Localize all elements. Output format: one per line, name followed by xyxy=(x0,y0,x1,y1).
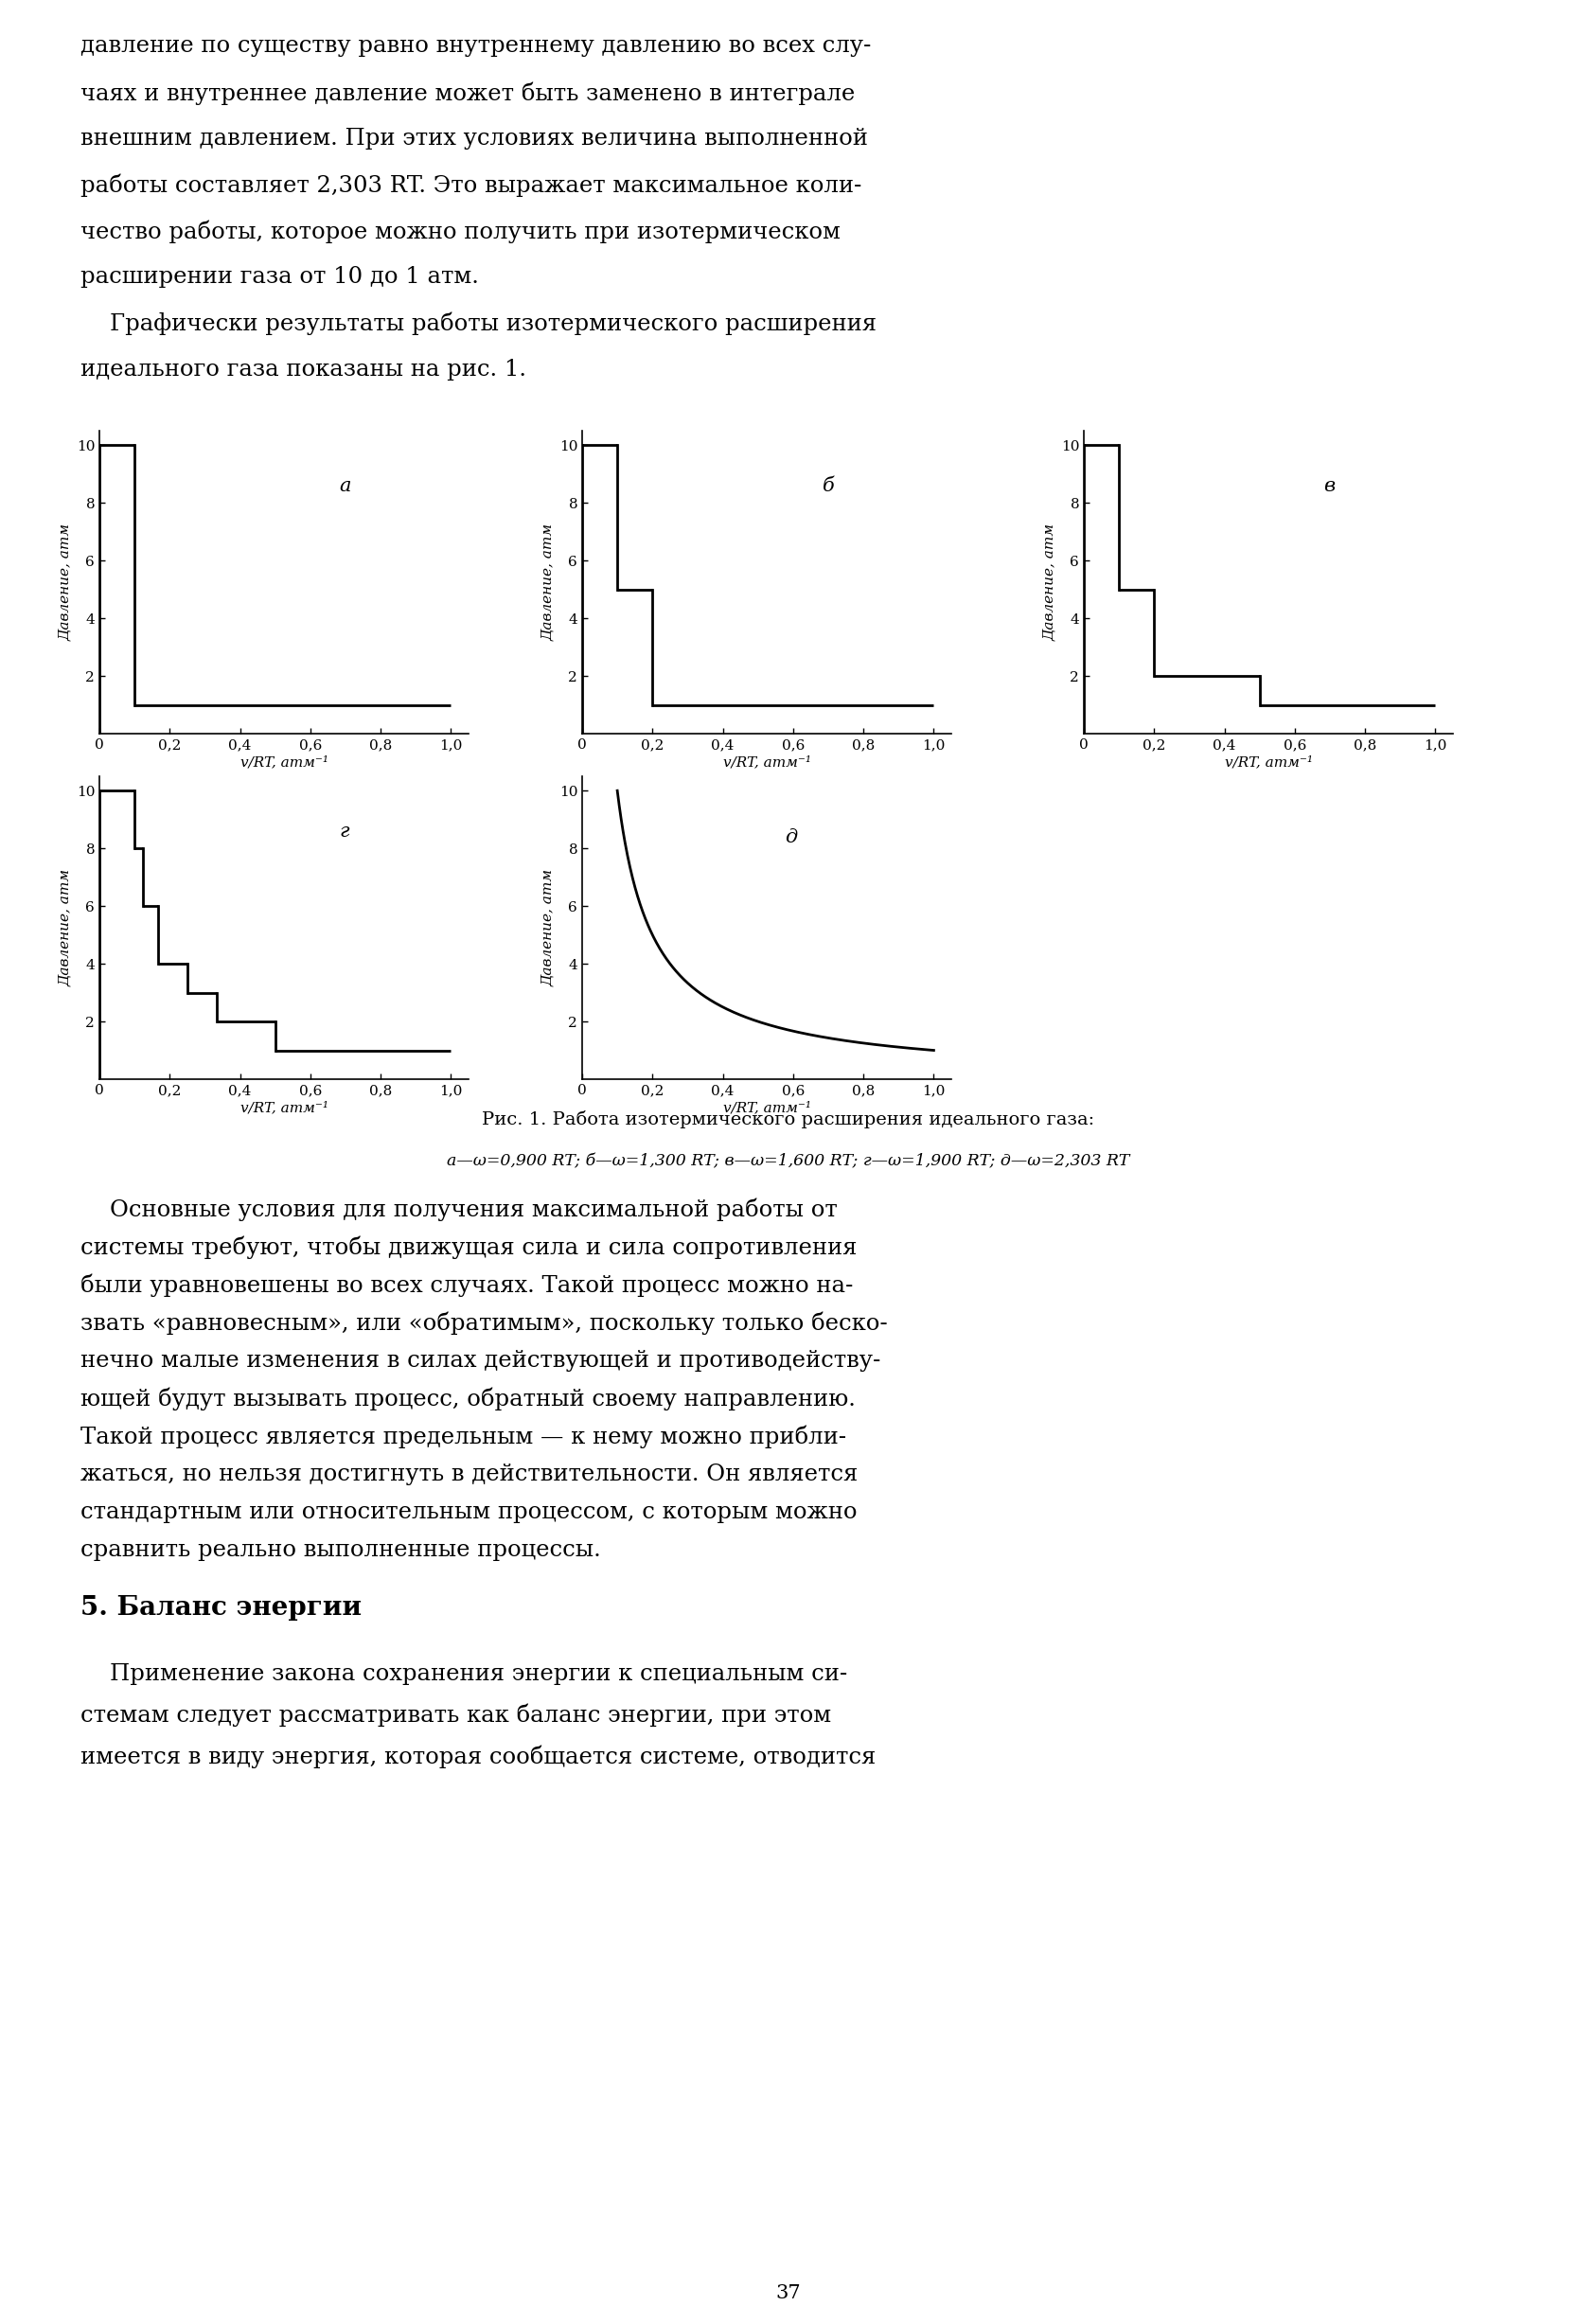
Text: Применение закона сохранения энергии к специальным си-: Применение закона сохранения энергии к с… xyxy=(80,1662,847,1685)
Text: чаях и внутреннее давление может быть заменено в интеграле: чаях и внутреннее давление может быть за… xyxy=(80,81,855,105)
Text: внешним давлением. При этих условиях величина выполненной: внешним давлением. При этих условиях вел… xyxy=(80,128,867,149)
Text: 5. Баланс энергии: 5. Баланс энергии xyxy=(80,1594,361,1620)
Y-axis label: Давление, атм: Давление, атм xyxy=(58,869,73,985)
Text: Графически результаты работы изотермического расширения: Графически результаты работы изотермичес… xyxy=(80,311,877,335)
X-axis label: v/RT, атм⁻¹: v/RT, атм⁻¹ xyxy=(722,1102,811,1113)
Text: давление по существу равно внутреннему давлению во всех слу-: давление по существу равно внутреннему д… xyxy=(80,35,871,58)
Text: идеального газа показаны на рис. 1.: идеального газа показаны на рис. 1. xyxy=(80,358,527,381)
Text: Рис. 1. Работа изотермического расширения идеального газа:: Рис. 1. Работа изотермического расширени… xyxy=(481,1111,1094,1129)
Text: сравнить реально выполненные процессы.: сравнить реально выполненные процессы. xyxy=(80,1538,601,1562)
Text: нечно малые изменения в силах действующей и противодейству-: нечно малые изменения в силах действующе… xyxy=(80,1350,880,1371)
Text: расширении газа от 10 до 1 атм.: расширении газа от 10 до 1 атм. xyxy=(80,265,479,288)
Text: звать «равновесным», или «обратимым», поскольку только беско-: звать «равновесным», или «обратимым», по… xyxy=(80,1313,888,1336)
X-axis label: v/RT, атм⁻¹: v/RT, атм⁻¹ xyxy=(240,755,328,769)
X-axis label: v/RT, атм⁻¹: v/RT, атм⁻¹ xyxy=(1224,755,1312,769)
Text: работы составляет 2,303 RT. Это выражает максимальное коли-: работы составляет 2,303 RT. Это выражает… xyxy=(80,174,861,198)
X-axis label: v/RT, атм⁻¹: v/RT, атм⁻¹ xyxy=(722,755,811,769)
Y-axis label: Давление, атм: Давление, атм xyxy=(58,523,73,641)
Text: жаться, но нельзя достигнуть в действительности. Он является: жаться, но нельзя достигнуть в действите… xyxy=(80,1464,858,1485)
Text: 37: 37 xyxy=(776,2284,801,2303)
Text: чество работы, которое можно получить при изотермическом: чество работы, которое можно получить пр… xyxy=(80,221,841,244)
Text: стандартным или относительным процессом, с которым можно: стандартным или относительным процессом,… xyxy=(80,1501,858,1522)
Text: Основные условия для получения максимальной работы от: Основные условия для получения максималь… xyxy=(80,1199,837,1222)
X-axis label: v/RT, атм⁻¹: v/RT, атм⁻¹ xyxy=(240,1102,328,1113)
Y-axis label: Давление, атм: Давление, атм xyxy=(542,523,555,641)
Text: системы требуют, чтобы движущая сила и сила сопротивления: системы требуют, чтобы движущая сила и с… xyxy=(80,1236,856,1260)
Text: ющей будут вызывать процесс, обратный своему направлению.: ющей будут вызывать процесс, обратный св… xyxy=(80,1387,856,1411)
Text: г: г xyxy=(339,823,349,841)
Text: в: в xyxy=(1323,476,1336,495)
Text: б: б xyxy=(822,476,834,495)
Text: а—ω=0,900 RT; б—ω=1,300 RT; в—ω=1,600 RT; г—ω=1,900 RT; д—ω=2,303 RT: а—ω=0,900 RT; б—ω=1,300 RT; в—ω=1,600 RT… xyxy=(446,1153,1129,1169)
Text: были уравновешены во всех случаях. Такой процесс можно на-: были уравновешены во всех случаях. Такой… xyxy=(80,1274,853,1297)
Text: имеется в виду энергия, которая сообщается системе, отводится: имеется в виду энергия, которая сообщает… xyxy=(80,1745,875,1769)
Text: Такой процесс является предельным — к нему можно прибли-: Такой процесс является предельным — к не… xyxy=(80,1425,847,1448)
Y-axis label: Давление, атм: Давление, атм xyxy=(1044,523,1057,641)
Text: д: д xyxy=(785,830,798,846)
Y-axis label: Давление, атм: Давление, атм xyxy=(542,869,555,985)
Text: а: а xyxy=(339,476,352,495)
Text: стемам следует рассматривать как баланс энергии, при этом: стемам следует рассматривать как баланс … xyxy=(80,1703,831,1727)
